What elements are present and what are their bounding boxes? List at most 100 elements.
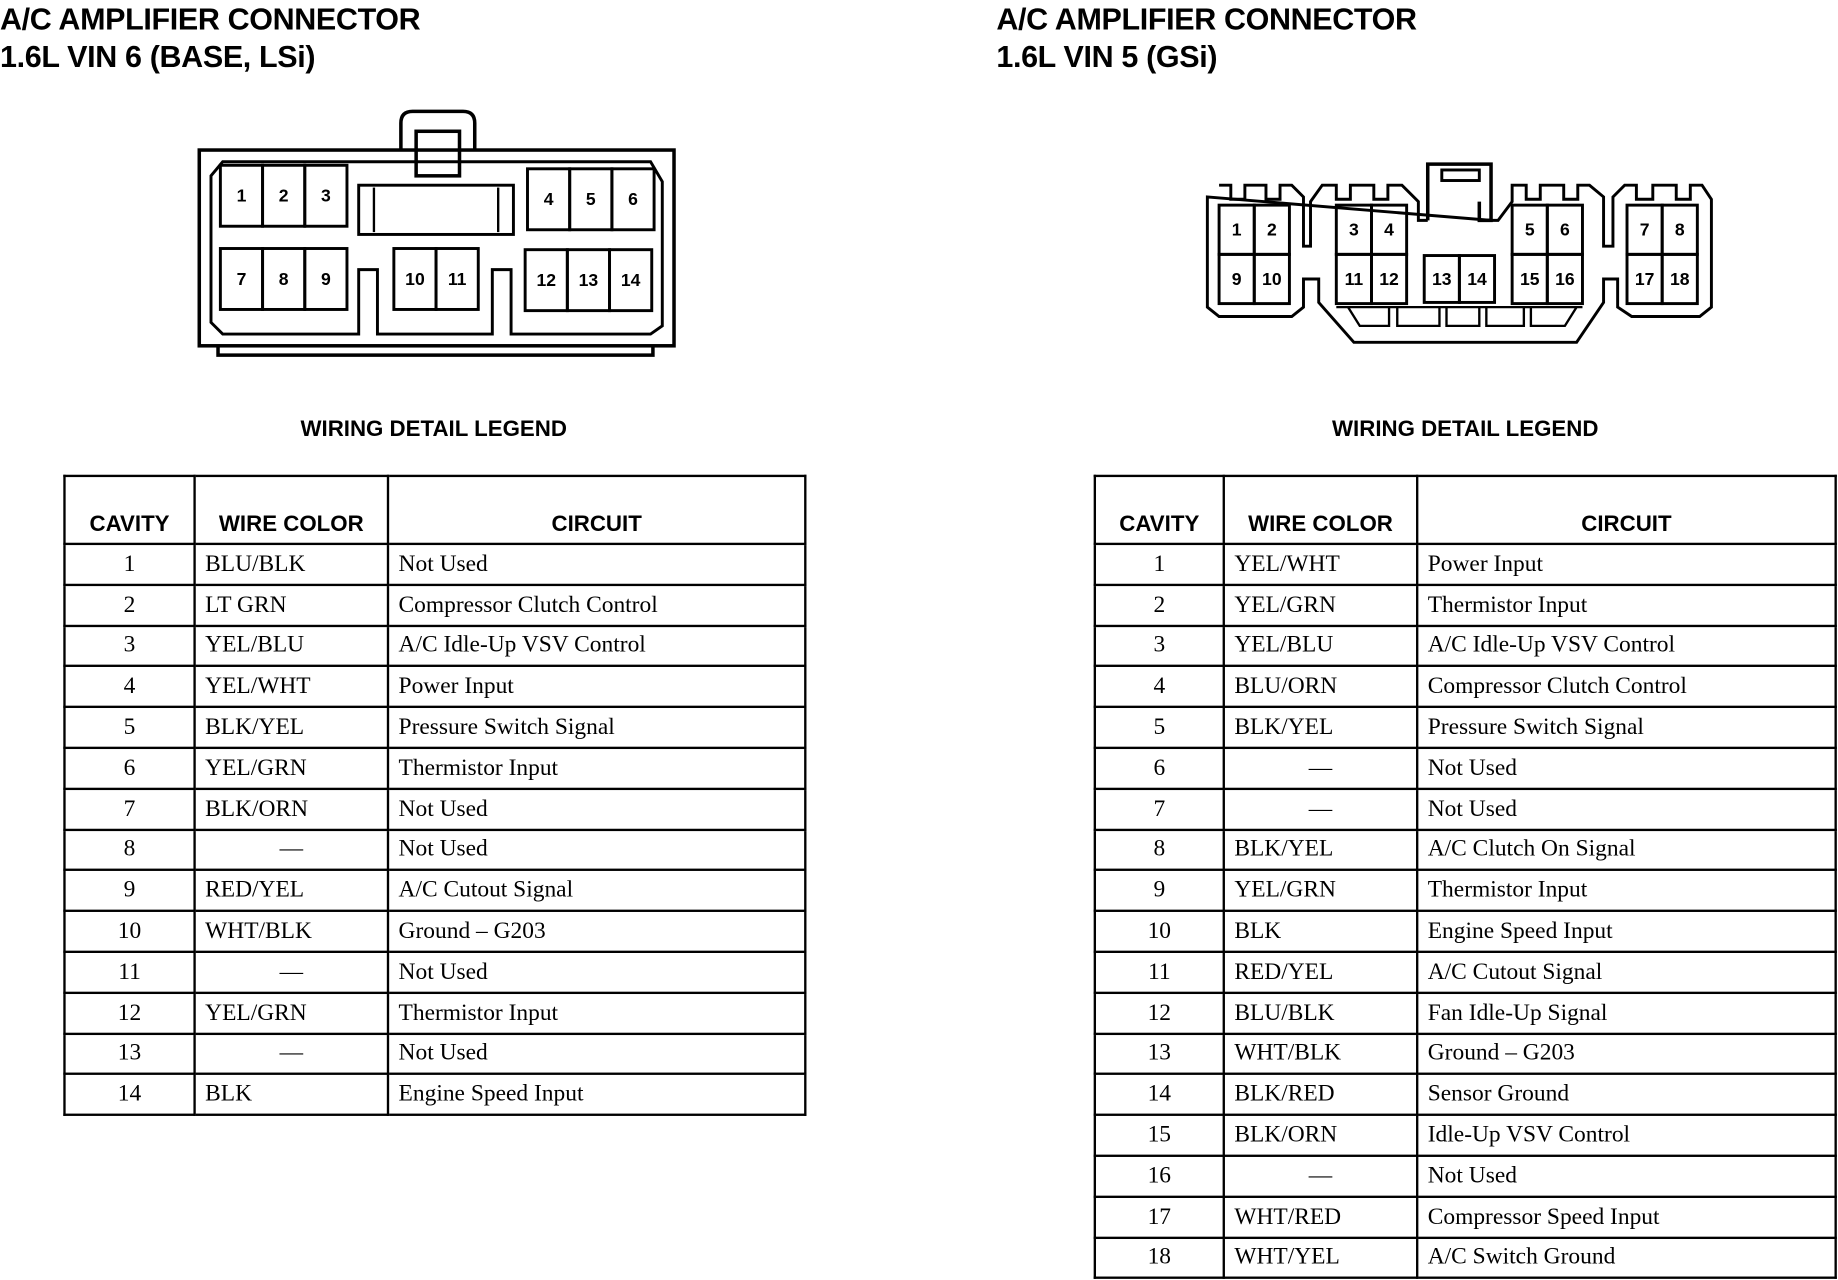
cavity-cell: 13 xyxy=(1093,1032,1225,1076)
table-row: 9 RED/YEL A/C Cutout Signal xyxy=(63,869,807,913)
left-legend-table: CAVITY WIRE COLOR CIRCUIT 1 BLU/BLK Not Us… xyxy=(63,474,807,1117)
table-row: 11— Not Used xyxy=(63,950,807,994)
cavity-number: 17 xyxy=(1635,269,1655,289)
header-circuit: CIRCUIT xyxy=(1416,474,1837,546)
center-slot xyxy=(357,183,515,236)
header-wire-color: WIRE COLOR xyxy=(193,474,390,546)
table-row: 5 BLK/YEL Pressure Switch Signal xyxy=(1093,705,1837,750)
cavity-cell: 16 xyxy=(1093,1154,1225,1198)
table-row: 15 BLK/ORN Idle-Up VSV Control xyxy=(1093,1113,1837,1157)
wire-color-cell: YEL/GRN xyxy=(1222,583,1419,627)
cavity-number: 9 xyxy=(321,269,331,289)
wire-color-cell: YEL/GRN xyxy=(1222,869,1419,913)
table-row: 13 WHT/BLK Ground – G203 xyxy=(1093,1032,1837,1076)
table-row: 9 YEL/GRN Thermistor Input xyxy=(1093,869,1837,913)
cavity-number: 13 xyxy=(579,270,599,290)
housing-bottom-strip xyxy=(216,345,655,357)
circuit-cell: Pressure Switch Signal xyxy=(1416,705,1837,750)
header-cavity: CAVITY xyxy=(63,474,196,546)
circuit-cell: Sensor Ground xyxy=(1416,1072,1837,1117)
circuit-cell: A/C Cutout Signal xyxy=(386,869,807,913)
cavity-cell: 4 xyxy=(63,665,196,709)
cavity-cell: 1 xyxy=(1093,542,1225,586)
cavity-number: 2 xyxy=(1267,220,1277,240)
wire-color-cell: YEL/GRN xyxy=(193,746,390,790)
circuit-cell: Not Used xyxy=(386,950,807,994)
circuit-cell: A/C Switch Ground xyxy=(1416,1236,1837,1280)
housing-inner-outline xyxy=(209,160,664,336)
cavity-number: 7 xyxy=(237,269,247,289)
right-legend-title: WIRING DETAIL LEGEND xyxy=(1332,417,1599,442)
wire-color-cell: — xyxy=(1222,787,1419,831)
wire-color-cell: YEL/GRN xyxy=(193,991,390,1035)
cavity-number: 4 xyxy=(1384,220,1394,240)
cavity-number: 5 xyxy=(586,189,596,209)
cavity-number: 11 xyxy=(448,269,467,289)
cavity-number: 8 xyxy=(1675,220,1685,240)
circuit-cell: Compressor Clutch Control xyxy=(386,583,807,627)
cavity-number: 16 xyxy=(1555,269,1575,289)
circuit-cell: Thermistor Input xyxy=(386,746,807,790)
right-legend-table: CAVITY WIRE COLOR CIRCUIT 1 YEL/WHT Power … xyxy=(1093,474,1837,1280)
table-row: 2 YEL/GRN Thermistor Input xyxy=(1093,583,1837,627)
cavity-cell: 10 xyxy=(63,909,196,953)
table-row: 14 BLK/RED Sensor Ground xyxy=(1093,1072,1837,1117)
wire-color-cell: — xyxy=(193,1032,390,1076)
cavity-cell: 7 xyxy=(63,787,196,831)
cavity-number: 1 xyxy=(1232,220,1242,240)
cavity-cell: 18 xyxy=(1093,1236,1225,1280)
wire-color-cell: YEL/BLU xyxy=(1222,624,1419,668)
circuit-cell: Not Used xyxy=(386,828,807,872)
table-row: 12 YEL/GRN Thermistor Input xyxy=(63,991,807,1035)
wire-color-cell: YEL/WHT xyxy=(193,665,390,709)
cavity-number: 2 xyxy=(279,186,289,206)
table-row: 3 YEL/BLU A/C Idle-Up VSV Control xyxy=(63,624,807,668)
circuit-cell: Not Used xyxy=(1416,1154,1837,1198)
wire-color-cell: RED/YEL xyxy=(1222,950,1419,994)
circuit-cell: Ground – G203 xyxy=(386,909,807,953)
wire-color-cell: BLK/YEL xyxy=(1222,828,1419,872)
right-title: A/C AMPLIFIER CONNECTOR 1.6L VIN 5 (GSi) xyxy=(996,0,1417,75)
circuit-cell: A/C Idle-Up VSV Control xyxy=(1416,624,1837,668)
table-row: 18 WHT/YEL A/C Switch Ground xyxy=(1093,1236,1837,1280)
circuit-cell: Compressor Clutch Control xyxy=(1416,665,1837,709)
wire-color-cell: WHT/BLK xyxy=(193,909,390,953)
table-row: 11 RED/YEL A/C Cutout Signal xyxy=(1093,950,1837,994)
wire-color-cell: BLU/ORN xyxy=(1222,665,1419,709)
circuit-cell: Compressor Speed Input xyxy=(1416,1195,1837,1239)
table-row: 8 BLK/YEL A/C Clutch On Signal xyxy=(1093,828,1837,872)
cavity-cell: 3 xyxy=(63,624,196,668)
wire-color-cell: BLK xyxy=(193,1072,390,1117)
table-row: 10 WHT/BLK Ground – G203 xyxy=(63,909,807,953)
cavity-number: 8 xyxy=(279,269,289,289)
circuit-cell: Engine Speed Input xyxy=(386,1072,807,1117)
circuit-cell: A/C Idle-Up VSV Control xyxy=(386,624,807,668)
circuit-cell: Not Used xyxy=(386,542,807,586)
left-title-line2: 1.6L VIN 6 (BASE, LSi) xyxy=(0,38,316,74)
cavity-cell: 15 xyxy=(1093,1113,1225,1157)
cavity-cell: 9 xyxy=(1093,869,1225,913)
wire-color-cell: WHT/RED xyxy=(1222,1195,1419,1239)
cavity-number: 12 xyxy=(536,270,556,290)
cavity-cell: 6 xyxy=(63,746,196,790)
wire-color-cell: BLK xyxy=(1222,909,1419,953)
table-row: 1 YEL/WHT Power Input xyxy=(1093,542,1837,586)
circuit-cell: Pressure Switch Signal xyxy=(386,705,807,750)
table-row: 8— Not Used xyxy=(63,828,807,872)
cavity-number: 6 xyxy=(1560,220,1570,240)
cavity-number: 1 xyxy=(237,186,247,206)
housing-top-left xyxy=(1219,183,1428,248)
cavity-number: 5 xyxy=(1525,220,1535,240)
cavity-number: 9 xyxy=(1232,269,1242,289)
wire-color-cell: YEL/BLU xyxy=(193,624,390,668)
cavity-cell: 12 xyxy=(1093,991,1225,1035)
circuit-cell: A/C Clutch On Signal xyxy=(1416,828,1837,872)
circuit-cell: Thermistor Input xyxy=(1416,583,1837,627)
cavity-cell: 11 xyxy=(1093,950,1225,994)
wire-color-cell: BLU/BLK xyxy=(193,542,390,586)
cavity-number: 7 xyxy=(1640,220,1650,240)
cavity-number: 3 xyxy=(1349,220,1359,240)
wire-color-cell: BLU/BLK xyxy=(1222,991,1419,1035)
cavity-9 xyxy=(303,247,349,311)
cavity-14 xyxy=(1457,254,1497,304)
